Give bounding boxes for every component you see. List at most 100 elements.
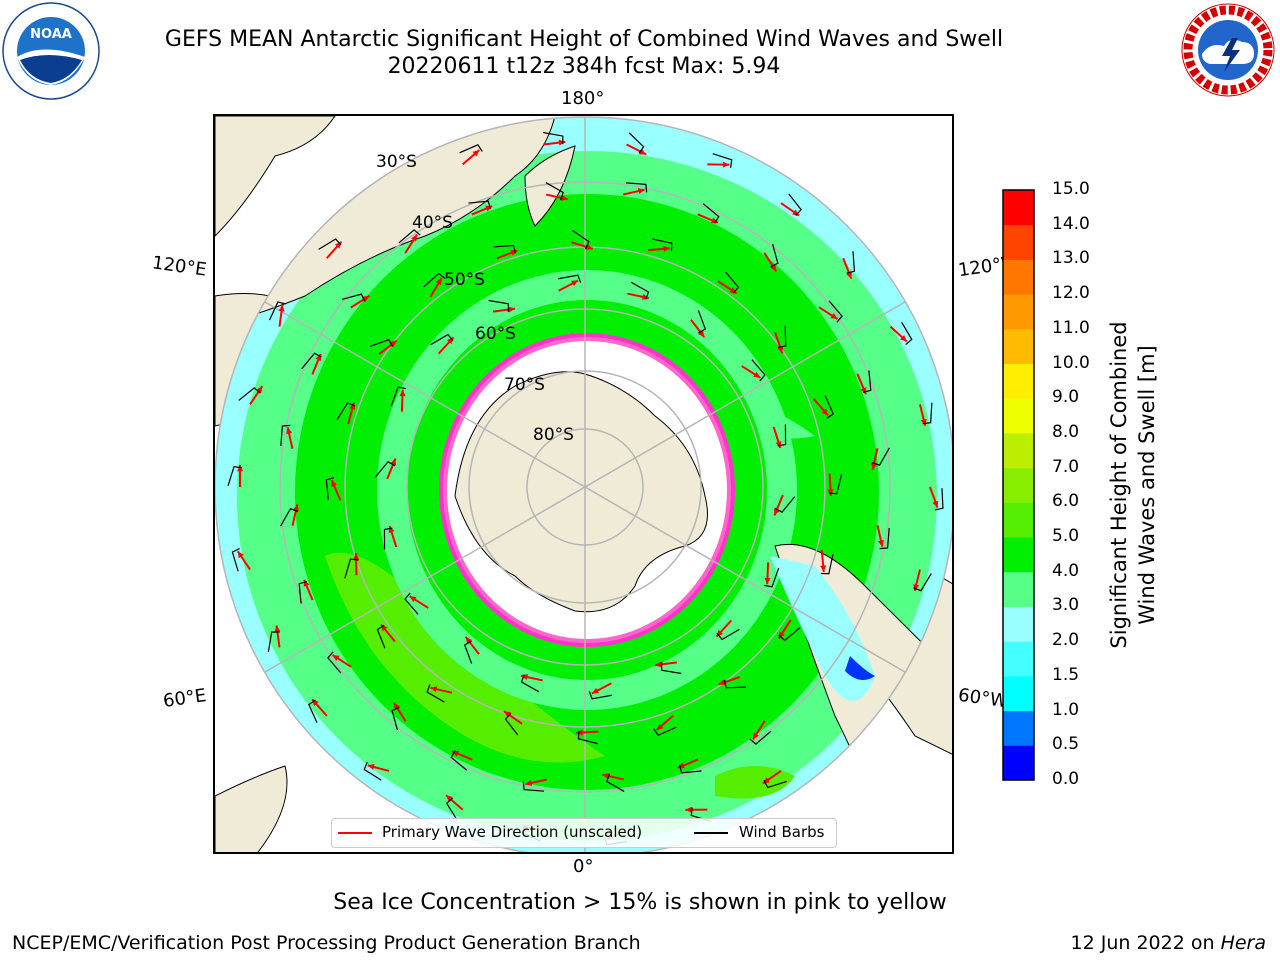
wind-barb — [723, 679, 747, 689]
wave-direction-arrowhead — [655, 661, 662, 668]
wave-direction-arrowhead — [349, 402, 356, 410]
wave-direction-arrowhead — [508, 306, 515, 313]
colorbar-segment — [1003, 502, 1034, 538]
wave-direction-arrowhead — [521, 674, 528, 681]
wave-direction-arrowhead — [367, 764, 375, 770]
wave-direction-arrowhead — [353, 553, 360, 560]
wind-barb — [846, 251, 856, 274]
wind-barb — [336, 402, 356, 421]
wave-direction-arrowhead — [830, 313, 838, 319]
wind-barb — [298, 581, 308, 604]
wind-barb — [774, 496, 796, 513]
wind-barb — [922, 402, 933, 425]
wind-barb — [935, 488, 944, 511]
colorbar-segment — [1003, 363, 1034, 399]
wave-direction-arrowhead — [236, 465, 244, 472]
wave-direction-arrowhead — [764, 577, 771, 585]
colorbar-tick-label: 14.0 — [1052, 213, 1090, 234]
lon-label-120e: 120°E — [150, 252, 208, 281]
wind-barb — [391, 706, 400, 731]
wave-direction-arrowhead — [503, 711, 511, 718]
wind-barb — [404, 592, 419, 615]
colorbar-segment — [1003, 190, 1034, 226]
wind-barb — [577, 730, 598, 745]
legend-wind-barbs: Wind Barbs — [739, 823, 825, 841]
colorbar-segment — [1003, 259, 1034, 295]
wave-direction-arrowhead — [820, 565, 827, 572]
wind-barb — [426, 684, 445, 703]
wind-barb — [227, 466, 242, 486]
wind-barb-swatch — [694, 832, 728, 834]
graticule — [215, 116, 952, 852]
lat-label-40s: 40°S — [412, 213, 453, 233]
colorbar-segment — [1003, 328, 1034, 365]
wave-direction-arrowhead — [389, 340, 397, 347]
wind-barb — [363, 761, 382, 781]
wind-barb — [344, 558, 359, 579]
wave-direction-arrowhead — [292, 504, 299, 512]
colorbar-segment — [1003, 294, 1034, 330]
colorbar-label-line2: Wind Waves and Swell [m] — [1135, 345, 1159, 625]
lon-label-180: 180° — [561, 88, 605, 109]
colorbar-tick-label: 10.0 — [1052, 352, 1090, 373]
wind-barb — [504, 712, 519, 736]
wind-barb — [238, 387, 261, 401]
wave-direction-arrowhead — [411, 234, 417, 242]
wind-barb — [376, 624, 386, 649]
footer-date: 12 Jun 2022 on — [1070, 932, 1221, 954]
wind-barb — [545, 182, 564, 201]
wave-direction-arrowhead — [877, 539, 884, 547]
wave-direction-arrowhead — [393, 702, 400, 710]
colorbar-tick-label: 0.0 — [1052, 769, 1080, 789]
wind-barb — [390, 386, 406, 407]
wave-direction-arrowhead — [558, 139, 566, 146]
colorbar-tick-label: 0.5 — [1052, 734, 1080, 755]
wind-barb — [716, 628, 740, 641]
wind-barb — [558, 274, 582, 283]
wind-barb — [702, 203, 720, 224]
wind-barb — [820, 554, 834, 575]
colorbar-segment — [1003, 710, 1034, 746]
colorbar — [1002, 189, 1035, 781]
wind-barb — [777, 325, 787, 349]
wind-barb — [369, 338, 394, 348]
wind-barbs — [227, 131, 944, 846]
colorbar-tick-label: 8.0 — [1052, 421, 1080, 442]
colorbar-segment — [1003, 675, 1034, 712]
wind-barb — [749, 730, 772, 745]
lat-label-50s: 50°S — [444, 270, 485, 290]
colorbar-tick-label: 15.0 — [1052, 179, 1090, 199]
wind-barb — [679, 764, 702, 774]
wave-direction-arrowhead — [663, 245, 670, 252]
wave-direction-arrowhead — [656, 723, 664, 731]
wind-barb — [520, 674, 540, 693]
nws-logo — [1180, 2, 1276, 98]
wind-barb — [751, 359, 766, 382]
wave-direction-arrowhead — [388, 526, 395, 534]
legend-wave-direction: Primary Wave Direction (unscaled) — [382, 823, 643, 841]
footer-right: 12 Jun 2022 on Hera — [1071, 932, 1266, 954]
colorbar-tick-label: 4.0 — [1052, 560, 1080, 581]
wind-barb — [778, 627, 801, 642]
wind-barb — [522, 781, 545, 792]
wind-barb — [423, 272, 446, 288]
wave-direction-arrowhead — [274, 625, 281, 633]
footer-machine: Hera — [1220, 932, 1266, 954]
colorbar-segment — [1003, 571, 1034, 607]
wind-barb — [450, 750, 468, 771]
colorbar-tick-label: 1.0 — [1052, 699, 1080, 720]
wind-barb — [625, 182, 648, 193]
wind-barb — [493, 244, 517, 254]
colorbar-tick-label: 11.0 — [1052, 317, 1090, 338]
wave-direction-arrowhead — [286, 427, 293, 435]
wind-barb — [268, 301, 286, 321]
wind-barb — [327, 651, 342, 674]
wave-direction-arrowhead — [362, 295, 370, 302]
colorbar-label-line1: Significant Height of Combined — [1107, 321, 1131, 648]
colorbar-tick-label: 6.0 — [1052, 491, 1080, 512]
wave-direction-arrowhead — [685, 806, 692, 813]
colorbar-segment — [1003, 224, 1034, 260]
wind-barb — [488, 299, 509, 312]
wave-direction-arrowhead — [256, 386, 263, 394]
wind-barb — [341, 293, 366, 302]
